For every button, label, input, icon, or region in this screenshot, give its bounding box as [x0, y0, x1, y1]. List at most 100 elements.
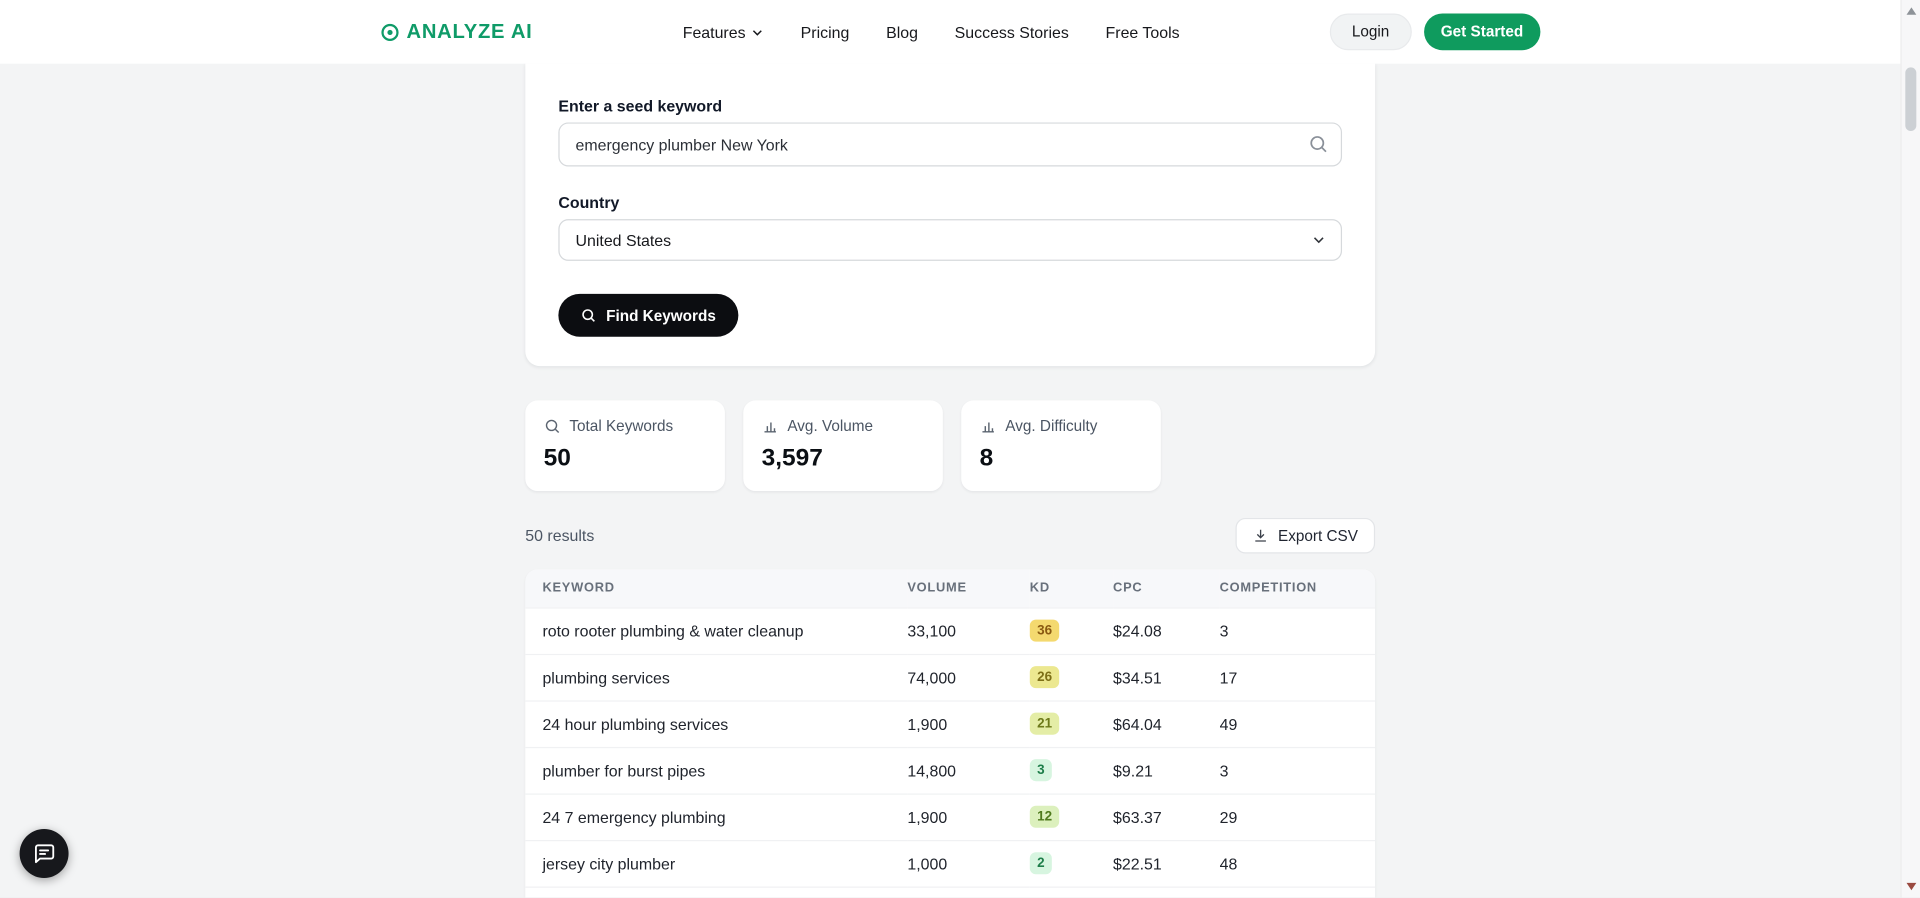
- cell-cpc: $7.44: [1113, 885, 1220, 898]
- nav-actions: Login Get Started: [1329, 13, 1541, 51]
- table-row[interactable]: texas plumbing board 4,400 41 $7.44 1: [525, 885, 1376, 898]
- stat-card-avg-difficulty: Avg. Difficulty 8: [961, 400, 1161, 492]
- chevron-down-icon: [752, 29, 762, 36]
- col-header-kd: KD: [1029, 569, 1114, 608]
- cell-cpc: $24.08: [1113, 606, 1220, 654]
- main-content: Enter a seed keyword Country United Stat…: [525, 63, 1376, 898]
- seed-keyword-input[interactable]: [558, 122, 1343, 167]
- cell-competition: 17: [1219, 653, 1376, 701]
- country-label: Country: [558, 193, 620, 212]
- cell-keyword: 24 7 emergency plumbing: [525, 792, 908, 840]
- stats-row: Total Keywords 50 Avg. Volume 3,597: [525, 400, 1375, 492]
- col-header-keyword: KEYWORD: [525, 569, 908, 608]
- scrollbar-up-arrow[interactable]: [1902, 1, 1920, 21]
- stat-label: Avg. Difficulty: [1005, 417, 1098, 435]
- cell-keyword: plumber for burst pipes: [525, 746, 908, 794]
- col-header-competition: COMPETITION: [1219, 569, 1376, 608]
- kd-badge: 36: [1029, 619, 1060, 642]
- nav-item-pricing[interactable]: Pricing: [800, 22, 850, 42]
- cell-cpc: $9.21: [1113, 746, 1220, 794]
- scrollbar-thumb[interactable]: [1905, 67, 1917, 132]
- col-header-volume: VOLUME: [907, 569, 1030, 608]
- kd-badge: 2: [1029, 852, 1052, 875]
- kd-badge: 12: [1029, 805, 1060, 828]
- search-icon: [545, 419, 560, 434]
- cell-competition: 1: [1219, 885, 1376, 898]
- cell-cpc: $63.37: [1113, 792, 1220, 840]
- cell-cpc: $64.04: [1113, 699, 1220, 747]
- cell-keyword: texas plumbing board: [525, 885, 908, 898]
- country-select-value: United States: [575, 230, 672, 250]
- cell-keyword: jersey city plumber: [525, 839, 908, 887]
- chat-widget-button[interactable]: [19, 828, 69, 878]
- cell-kd: 26: [1029, 653, 1114, 701]
- logo[interactable]: ANALYZE AI: [380, 20, 533, 43]
- col-header-cpc: CPC: [1113, 569, 1220, 608]
- logo-icon: [381, 23, 399, 41]
- cell-kd: 12: [1029, 792, 1114, 840]
- cell-kd: 21: [1029, 699, 1114, 747]
- cell-volume: 14,800: [907, 746, 1030, 794]
- table-row[interactable]: 24 7 emergency plumbing 1,900 12 $63.37 …: [525, 792, 1376, 840]
- stat-label: Total Keywords: [569, 417, 674, 435]
- cell-cpc: $34.51: [1113, 653, 1220, 701]
- table-row[interactable]: jersey city plumber 1,000 2 $22.51 48: [525, 839, 1376, 887]
- country-select[interactable]: United States: [558, 219, 1343, 261]
- table-row[interactable]: plumber for burst pipes 14,800 3 $9.21 3: [525, 746, 1376, 794]
- stat-value: 8: [979, 444, 994, 472]
- cell-volume: 1,900: [907, 792, 1030, 840]
- cell-competition: 48: [1219, 839, 1376, 887]
- cell-volume: 74,000: [907, 653, 1030, 701]
- cell-cpc: $22.51: [1113, 839, 1220, 887]
- table-row[interactable]: plumbing services 74,000 26 $34.51 17: [525, 653, 1376, 701]
- cell-volume: 1,000: [907, 839, 1030, 887]
- nav-item-features[interactable]: Features: [683, 23, 764, 41]
- cell-competition: 3: [1219, 746, 1376, 794]
- get-started-button[interactable]: Get Started: [1423, 13, 1541, 51]
- export-csv-button[interactable]: Export CSV: [1235, 517, 1376, 554]
- cell-keyword: 24 hour plumbing services: [525, 699, 908, 747]
- kd-badge: 3: [1029, 759, 1052, 782]
- table-row[interactable]: roto rooter plumbing & water cleanup 33,…: [525, 606, 1376, 654]
- nav-item-features-label: Features: [682, 22, 746, 42]
- cell-competition: 29: [1219, 792, 1376, 840]
- nav-item-blog[interactable]: Blog: [886, 22, 918, 42]
- kd-badge: 21: [1029, 712, 1060, 735]
- navbar-inner: ANALYZE AI Features Pricing Blog Success…: [380, 0, 1541, 64]
- results-bar: 50 results Export CSV: [525, 517, 1376, 554]
- cell-volume: 33,100: [907, 606, 1030, 654]
- nav-links: Features Pricing Blog Success Stories Fr…: [532, 23, 1329, 41]
- search-icon: [582, 309, 595, 322]
- chat-icon: [34, 844, 55, 864]
- table-row[interactable]: 24 hour plumbing services 1,900 21 $64.0…: [525, 699, 1376, 747]
- bar-chart-icon: [764, 422, 776, 433]
- cell-volume: 1,900: [907, 699, 1030, 747]
- logo-text: ANALYZE AI: [406, 20, 533, 43]
- scrollbar[interactable]: [1900, 0, 1920, 898]
- cell-competition: 3: [1219, 606, 1376, 654]
- table-header-row: KEYWORD VOLUME KD CPC COMPETITION: [525, 569, 1376, 608]
- seed-keyword-input-wrap: [558, 122, 1343, 167]
- login-button[interactable]: Login: [1329, 13, 1412, 51]
- find-keywords-button[interactable]: Find Keywords: [558, 293, 738, 337]
- find-keywords-label: Find Keywords: [606, 306, 716, 324]
- nav-item-success-stories[interactable]: Success Stories: [954, 22, 1069, 42]
- kd-badge: 26: [1029, 666, 1060, 689]
- cell-competition: 49: [1219, 699, 1376, 747]
- scrollbar-down-arrow[interactable]: [1902, 877, 1920, 897]
- download-icon: [1254, 529, 1266, 542]
- nav-item-free-tools[interactable]: Free Tools: [1105, 22, 1180, 42]
- navbar: ANALYZE AI Features Pricing Blog Success…: [0, 0, 1920, 64]
- keyword-search-card: Enter a seed keyword Country United Stat…: [525, 63, 1376, 367]
- stat-card-avg-volume: Avg. Volume 3,597: [743, 400, 943, 492]
- cell-kd: 41: [1029, 885, 1114, 898]
- keywords-table: KEYWORD VOLUME KD CPC COMPETITION roto r…: [525, 569, 1376, 898]
- results-count: 50 results: [525, 526, 595, 545]
- seed-keyword-label: Enter a seed keyword: [558, 96, 723, 116]
- chevron-down-icon: [1313, 237, 1324, 244]
- stat-value: 50: [543, 444, 571, 472]
- cell-kd: 36: [1029, 606, 1114, 654]
- export-csv-label: Export CSV: [1277, 527, 1358, 545]
- cell-kd: 3: [1029, 746, 1114, 794]
